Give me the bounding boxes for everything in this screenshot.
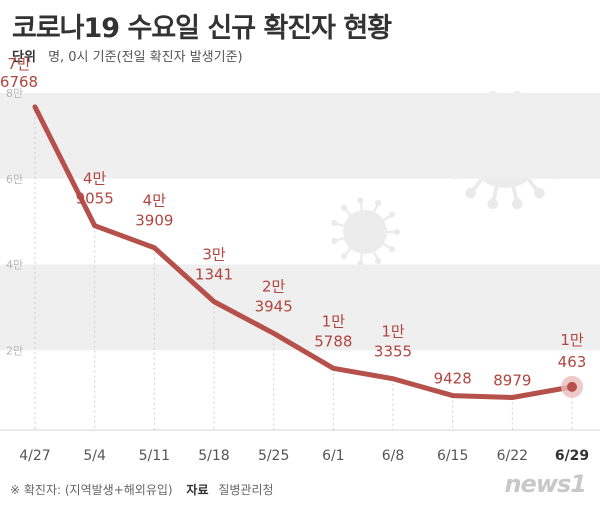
x-tick-label: 5/18 <box>198 448 229 464</box>
y-tick-label: 6만 <box>6 173 23 186</box>
drop-lines <box>0 106 600 431</box>
data-label-bottom: 9428 <box>434 370 472 388</box>
unit-label: 단위 <box>12 50 36 65</box>
virus-spike-tip <box>375 199 382 207</box>
virus-spike-tip <box>331 237 338 245</box>
data-label-bottom: 1341 <box>195 266 233 284</box>
background-band <box>0 93 600 179</box>
data-label-top: 1만 <box>560 331 584 349</box>
virus-spike-tip <box>487 198 499 210</box>
virus-body <box>343 210 387 254</box>
data-label-top: 1만 <box>381 323 405 341</box>
data-label-bottom: 9055 <box>76 190 114 208</box>
x-tick-label: 6/8 <box>382 448 405 464</box>
y-axis-ticks: 2만 4만 6만 8만 <box>6 87 23 357</box>
source-label: 자료 <box>186 483 209 497</box>
x-tick-label: 6/22 <box>497 448 528 464</box>
footnote: ※ 확진자: (지역발생+해외유입) <box>10 483 173 497</box>
x-tick-label: 6/1 <box>322 448 345 464</box>
y-tick-label: 2만 <box>6 344 23 357</box>
series-path <box>32 104 575 401</box>
virus-spike-tip <box>341 204 348 211</box>
footer: ※ 확진자: (지역발생+해외유입) 자료 질병관리청 <box>10 481 274 498</box>
data-label-top: 1만 <box>322 312 346 330</box>
x-tick-label: 5/25 <box>258 448 289 464</box>
data-label-top: 4만 <box>83 170 107 188</box>
chart-title: 코로나19 수요일 신규 확진자 현황 <box>12 13 392 44</box>
news1-logo: news1 <box>504 470 587 498</box>
unit-text: 명, 0시 기준(전일 확진자 발생기준) <box>48 50 243 65</box>
data-label-bottom: 463 <box>558 353 587 371</box>
x-tick-label: 5/11 <box>139 448 170 464</box>
x-tick-label: 6/15 <box>437 448 468 464</box>
virus-spike-tip <box>375 257 382 265</box>
x-tick-label: 6/29 <box>555 448 589 464</box>
virus-spike-tip <box>534 187 545 199</box>
data-label-bottom: 8979 <box>493 372 531 390</box>
data-label-bottom: 5788 <box>314 332 352 350</box>
data-label-bottom: 3909 <box>135 212 173 230</box>
data-label-bottom: 3945 <box>255 297 293 315</box>
x-tick-label: 5/4 <box>83 448 106 464</box>
background-bands <box>0 93 600 351</box>
background-band <box>0 264 600 351</box>
unit-row: 단위 명, 0시 기준(전일 확진자 발생기준) <box>12 46 243 65</box>
virus-spike-tip <box>388 246 395 253</box>
x-tick-label: 4/27 <box>19 448 50 464</box>
data-label-top: 3만 <box>202 246 226 264</box>
virus-spike-tip <box>357 197 364 204</box>
virus-spike-tip <box>511 198 523 210</box>
data-label-top: 2만 <box>262 277 286 295</box>
y-tick-label: 4만 <box>6 259 23 272</box>
data-label-top: 7만 <box>7 55 31 73</box>
x-axis-ticks: 4/27 5/4 5/11 5/18 5/25 6/1 6/8 6/15 6/22 6/29 <box>19 448 589 464</box>
virus-spike-tip <box>388 211 395 218</box>
virus-medium-icon <box>331 197 400 267</box>
virus-spike-tip <box>393 228 400 236</box>
source-text: 질병관리청 <box>218 483 274 497</box>
last-point-marker <box>567 381 577 392</box>
virus-spike-tip <box>341 253 348 260</box>
virus-spike-tip <box>331 219 338 227</box>
series-line <box>32 104 583 401</box>
data-label-top: 4만 <box>143 192 167 210</box>
y-tick-label: 8만 <box>6 87 23 100</box>
data-label-bottom: 6768 <box>0 73 38 91</box>
virus-spike-tip <box>465 187 476 199</box>
data-label-bottom: 3355 <box>374 343 412 361</box>
